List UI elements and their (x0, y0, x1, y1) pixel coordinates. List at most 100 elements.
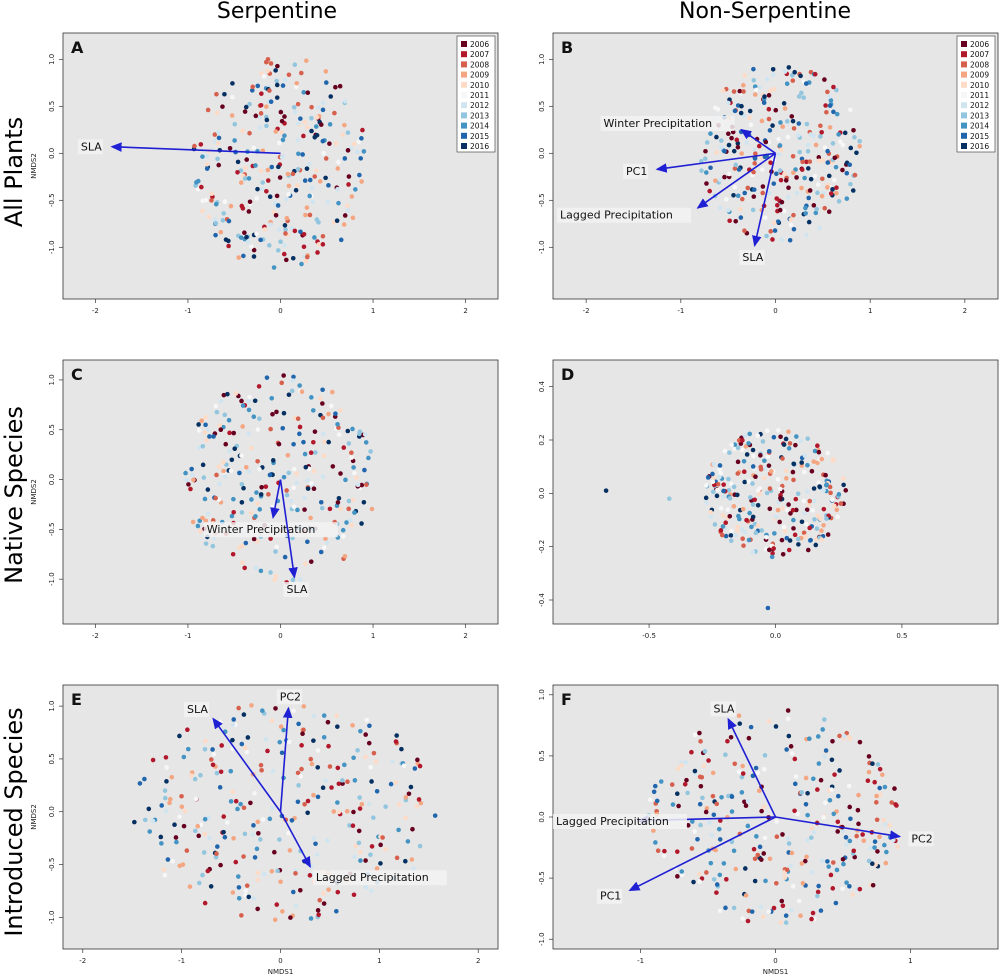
panel-e: -2 -1 0 1 2-1.0-0.50.00.51.0NMDS2NMDS1SLAPC2… (30, 684, 499, 976)
data-point (695, 837, 700, 842)
data-point (218, 427, 224, 432)
data-point (351, 892, 357, 898)
data-point (741, 469, 747, 474)
data-point (243, 745, 248, 751)
data-point (305, 478, 310, 483)
data-point (246, 176, 252, 181)
data-point (311, 792, 316, 798)
data-point (237, 470, 242, 476)
data-point (790, 469, 796, 475)
data-point (801, 530, 807, 536)
data-point (255, 906, 260, 912)
data-point (823, 472, 828, 478)
data-point (286, 392, 292, 398)
data-point (305, 90, 311, 95)
data-point (742, 479, 748, 485)
data-point (340, 778, 345, 783)
data-point (840, 828, 846, 834)
data-point (350, 497, 356, 503)
data-point (778, 177, 784, 183)
data-point (418, 800, 424, 806)
data-point (299, 261, 304, 267)
data-point (740, 763, 745, 769)
vector-label: PC2 (280, 690, 301, 703)
data-point (728, 734, 734, 740)
data-point (355, 748, 360, 753)
data-point (775, 507, 781, 513)
data-point (770, 551, 775, 556)
data-point (233, 798, 239, 804)
legend-label: 2010 (470, 81, 489, 90)
data-point (308, 559, 314, 564)
data-point (750, 464, 756, 469)
data-point (355, 149, 360, 155)
data-point (806, 219, 812, 225)
data-point (742, 228, 747, 234)
data-point (346, 174, 352, 179)
data-point (743, 803, 749, 809)
data-point (893, 802, 898, 807)
data-point (729, 528, 734, 534)
data-point (820, 176, 825, 182)
legend-swatch (461, 102, 467, 109)
data-point (254, 195, 259, 201)
data-point (747, 108, 753, 114)
data-point (253, 565, 259, 571)
data-point (714, 890, 719, 895)
data-point (304, 58, 309, 63)
data-point (872, 845, 877, 850)
data-point (247, 199, 253, 205)
data-point (316, 912, 321, 918)
data-point (825, 148, 830, 154)
legend-label: 2006 (470, 40, 489, 49)
data-point (359, 521, 364, 526)
data-point (303, 561, 308, 567)
data-point (294, 471, 299, 476)
data-point (804, 854, 809, 860)
data-point (834, 507, 840, 513)
data-point (738, 215, 744, 220)
data-point (184, 477, 190, 483)
data-point (854, 833, 859, 839)
vector-label-bg (596, 888, 623, 904)
data-point (782, 69, 788, 74)
data-point (746, 441, 751, 446)
data-point (173, 835, 179, 840)
data-point (259, 484, 264, 490)
data-point (775, 477, 781, 482)
data-point (179, 793, 184, 799)
data-point (841, 476, 846, 481)
data-point (777, 486, 783, 492)
data-point (282, 223, 288, 228)
data-point (737, 516, 742, 522)
data-point (132, 819, 137, 825)
data-point (717, 908, 723, 914)
y-tick-label: 1.0 (48, 54, 56, 65)
data-point (740, 438, 745, 443)
data-point (315, 765, 321, 770)
data-point (788, 217, 794, 222)
data-point (210, 747, 215, 752)
data-point (303, 212, 308, 218)
data-point (692, 732, 698, 738)
data-point (282, 114, 287, 119)
data-point (774, 819, 779, 824)
vector-label: Winter Precipitation (207, 523, 316, 536)
data-point (291, 889, 296, 895)
data-point (816, 883, 821, 889)
data-point (786, 502, 791, 507)
data-point (834, 111, 840, 117)
data-point (812, 173, 818, 179)
data-point (367, 723, 372, 729)
data-point (300, 731, 305, 737)
data-point (718, 138, 724, 143)
data-point (723, 752, 728, 758)
data-point (295, 137, 301, 143)
data-point (793, 167, 798, 172)
data-point (327, 506, 333, 512)
data-point (242, 109, 248, 114)
data-point (344, 808, 350, 814)
data-point (771, 220, 777, 226)
data-point (703, 170, 709, 175)
data-point (727, 496, 733, 501)
